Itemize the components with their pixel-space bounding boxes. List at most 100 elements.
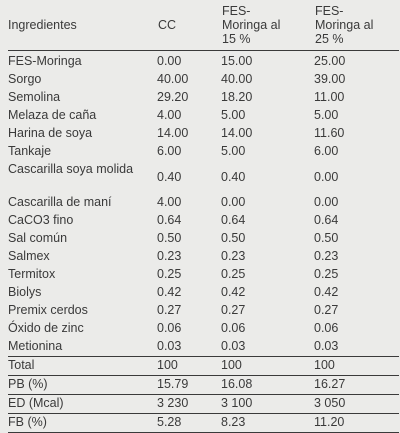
value-moringa-25: 16.27 [314,375,399,395]
value-cc: 6.00 [157,143,182,158]
value-moringa-25: 0.50 [314,230,339,245]
value-moringa-15: 5.00 [221,143,246,158]
ingredient-rows: FES-Moringa 0.00 15.00 25.00 Sorgo 40.00 40.00… [8,50,399,356]
value-cc: 0.50 [157,230,182,245]
header-fes-moringa-15: FES- Moringa al 15 % [221,0,314,51]
table-row: Sorgo 40.00 40.00 39.00 [8,71,399,89]
ingredient-name: Harina de soya [8,125,93,140]
value-moringa-25: 0.25 [314,266,339,281]
value-moringa-25: 11.00 [314,89,345,104]
value-moringa-25: 0.00 [314,170,339,184]
value-moringa-15: 40.00 [221,71,253,86]
ingredient-name: Metionina [8,338,63,353]
summary-row: FB (%) 5.28 8.23 11.20 [8,413,399,433]
value-cc: 3 230 [157,394,221,414]
table-row: Premix cerdos 0.27 0.27 0.27 [8,302,399,320]
table-row: Melaza de caña 4.00 5.00 5.00 [8,107,399,125]
summary-row: ED (Mcal) 3 230 3 100 3 050 [8,394,399,414]
value-moringa-25: 3 050 [314,394,399,414]
value-moringa-25: 6.00 [314,143,339,158]
table-row: CaCO3 fino 0.64 0.64 0.64 [8,212,399,230]
value-moringa-25: 0.03 [314,338,339,353]
value-cc: 4.00 [157,194,182,209]
value-cc: 0.27 [157,302,182,317]
table-row: Cascarilla soya molida 0.40 0.40 0.00 [8,161,399,194]
value-moringa-15: 0.64 [221,212,246,227]
ingredients-table: Ingredientes CC FES- Moringa al 15 % FES… [8,0,399,433]
ingredient-name: Cascarilla de maní [8,194,112,209]
ingredient-name: FB (%) [8,413,157,433]
ingredient-name: PB (%) [8,375,157,395]
table-row: Óxido de zinc 0.06 0.06 0.06 [8,320,399,338]
value-moringa-25: 11.20 [314,413,399,433]
value-moringa-15: 0.27 [221,302,246,317]
table-row: Termitox 0.25 0.25 0.25 [8,266,399,284]
value-moringa-15: 0.50 [221,230,246,245]
value-cc: 0.23 [157,248,182,263]
value-moringa-15: 0.25 [221,266,246,281]
ingredient-name: Semolina [8,89,61,104]
ingredient-name: Melaza de caña [8,107,97,122]
value-cc: 29.20 [157,89,189,104]
header-ingredientes: Ingredientes [8,0,157,51]
ingredient-name: ED (Mcal) [8,394,157,414]
value-moringa-25: 0.42 [314,284,339,299]
ingredient-name: Óxido de zinc [8,320,84,335]
table-row: Semolina 29.20 18.20 11.00 [8,89,399,107]
value-moringa-15: 8.23 [221,413,314,433]
value-cc: 14.00 [157,125,189,140]
value-cc: 0.06 [157,320,182,335]
value-moringa-15: 0.23 [221,248,246,263]
value-moringa-25: 0.23 [314,248,339,263]
value-moringa-15: 0.40 [221,170,246,184]
table-row: Cascarilla de maní 4.00 0.00 0.00 [8,194,399,212]
value-moringa-25: 0.27 [314,302,339,317]
value-moringa-25: 0.06 [314,320,339,335]
header-fes-moringa-25: FES- Moringa al 25 % [314,0,399,51]
value-moringa-25: 39.00 [314,71,346,86]
table-header-row: Ingredientes CC FES- Moringa al 15 % FES… [8,0,399,51]
ingredient-name: Sorgo [8,71,42,86]
value-moringa-15: 3 100 [221,394,314,414]
ingredient-name: Termitox [8,266,56,281]
value-moringa-15: 18.20 [221,89,253,104]
table-row: Harina de soya 14.00 14.00 11.60 [8,125,399,143]
value-moringa-25: 11.60 [314,125,345,140]
table-row: FES-Moringa 0.00 15.00 25.00 [8,50,399,71]
value-moringa-15: 0.03 [221,338,246,353]
value-cc: 0.40 [157,170,182,184]
value-cc: 5.28 [157,413,221,433]
ingredient-name: Premix cerdos [8,302,88,317]
value-moringa-15: 0.06 [221,320,246,335]
value-cc: 0.64 [157,212,182,227]
header-cc: CC [157,0,221,51]
value-moringa-25: 0.64 [314,212,339,227]
value-moringa-25: 25.00 [314,53,346,68]
value-moringa-15: 15.00 [221,53,253,68]
value-moringa-15: 0.42 [221,284,246,299]
summary-rows: Total 100 100 100 PB (%) 15.79 16.08 16.27 ED (M… [8,355,399,433]
value-moringa-15: 16.08 [221,375,314,395]
value-cc: 0.25 [157,266,182,281]
ingredient-name: Salmex [8,248,50,263]
ingredient-name: FES-Moringa [8,53,82,68]
value-cc: 15.79 [157,375,221,395]
value-moringa-15: 0.00 [221,194,246,209]
value-cc: 4.00 [157,107,182,122]
ingredient-name: Sal común [8,230,68,245]
ingredient-name: Total [8,355,157,376]
table-row: Salmex 0.23 0.23 0.23 [8,248,399,266]
value-moringa-15: 5.00 [221,107,246,122]
value-moringa-25: 0.00 [314,194,339,209]
summary-row: Total 100 100 100 [8,355,399,376]
ingredient-name: Cascarilla soya molida [8,161,134,176]
value-cc: 0.42 [157,284,182,299]
ingredient-name: CaCO3 fino [8,212,74,227]
value-moringa-25: 100 [314,355,399,376]
value-moringa-15: 14.00 [221,125,253,140]
value-moringa-15: 100 [221,355,314,376]
table-row: Tankaje 6.00 5.00 6.00 [8,143,399,161]
value-cc: 0.03 [157,338,182,353]
table-row: Sal común 0.50 0.50 0.50 [8,230,399,248]
ingredient-name: Biolys [8,284,42,299]
